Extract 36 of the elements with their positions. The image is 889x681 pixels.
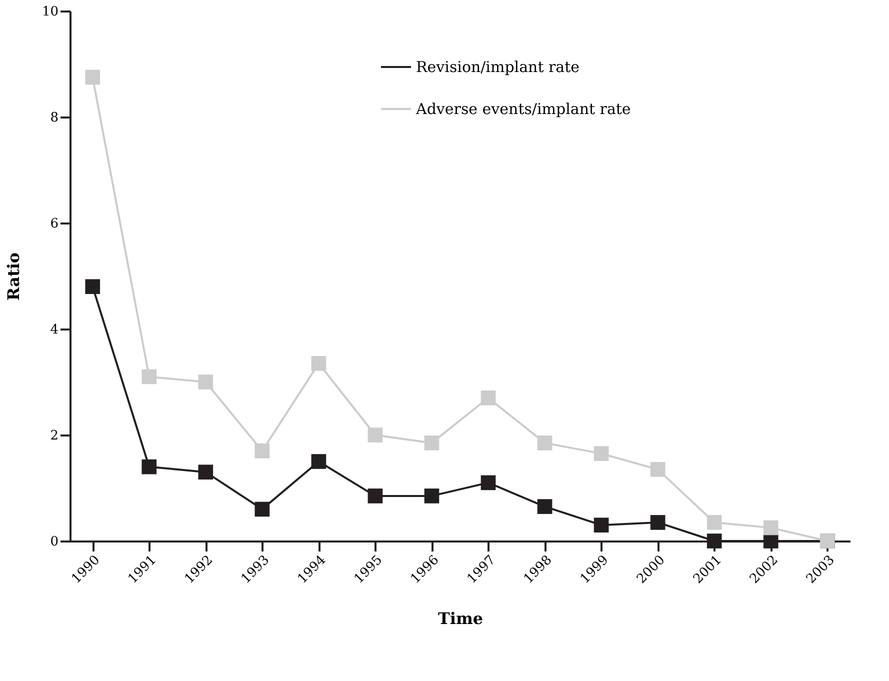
y-tick-label: 8 — [50, 110, 58, 126]
point — [650, 462, 666, 477]
point — [706, 534, 722, 548]
point — [480, 390, 496, 406]
point — [480, 475, 496, 490]
point — [368, 428, 383, 442]
y-axis-title: Ratio — [4, 252, 23, 301]
legend-label: Adverse events/implant rate — [415, 100, 631, 118]
point — [311, 356, 326, 371]
legend-label: Revision/implant rate — [416, 58, 580, 76]
y-tick-label: 6 — [50, 216, 58, 232]
point — [254, 502, 270, 517]
point — [254, 443, 270, 458]
point — [424, 436, 440, 450]
point — [706, 515, 722, 530]
point — [594, 518, 609, 533]
y-tick-label: 2 — [50, 428, 58, 444]
point — [763, 534, 778, 548]
y-tick-label: 10 — [42, 4, 58, 20]
point — [142, 459, 157, 474]
point — [368, 488, 383, 504]
point — [198, 464, 214, 480]
x-axis-title: Time — [438, 609, 484, 628]
point — [537, 499, 552, 514]
point — [763, 520, 778, 536]
point — [142, 369, 157, 384]
y-tick-label: 4 — [50, 322, 58, 338]
point — [198, 374, 214, 390]
point — [650, 515, 666, 530]
point — [311, 454, 326, 469]
y-tick-label: 0 — [50, 534, 58, 550]
point — [537, 436, 552, 450]
point — [85, 70, 100, 85]
point — [594, 446, 609, 461]
point — [85, 279, 100, 294]
point — [424, 488, 440, 504]
